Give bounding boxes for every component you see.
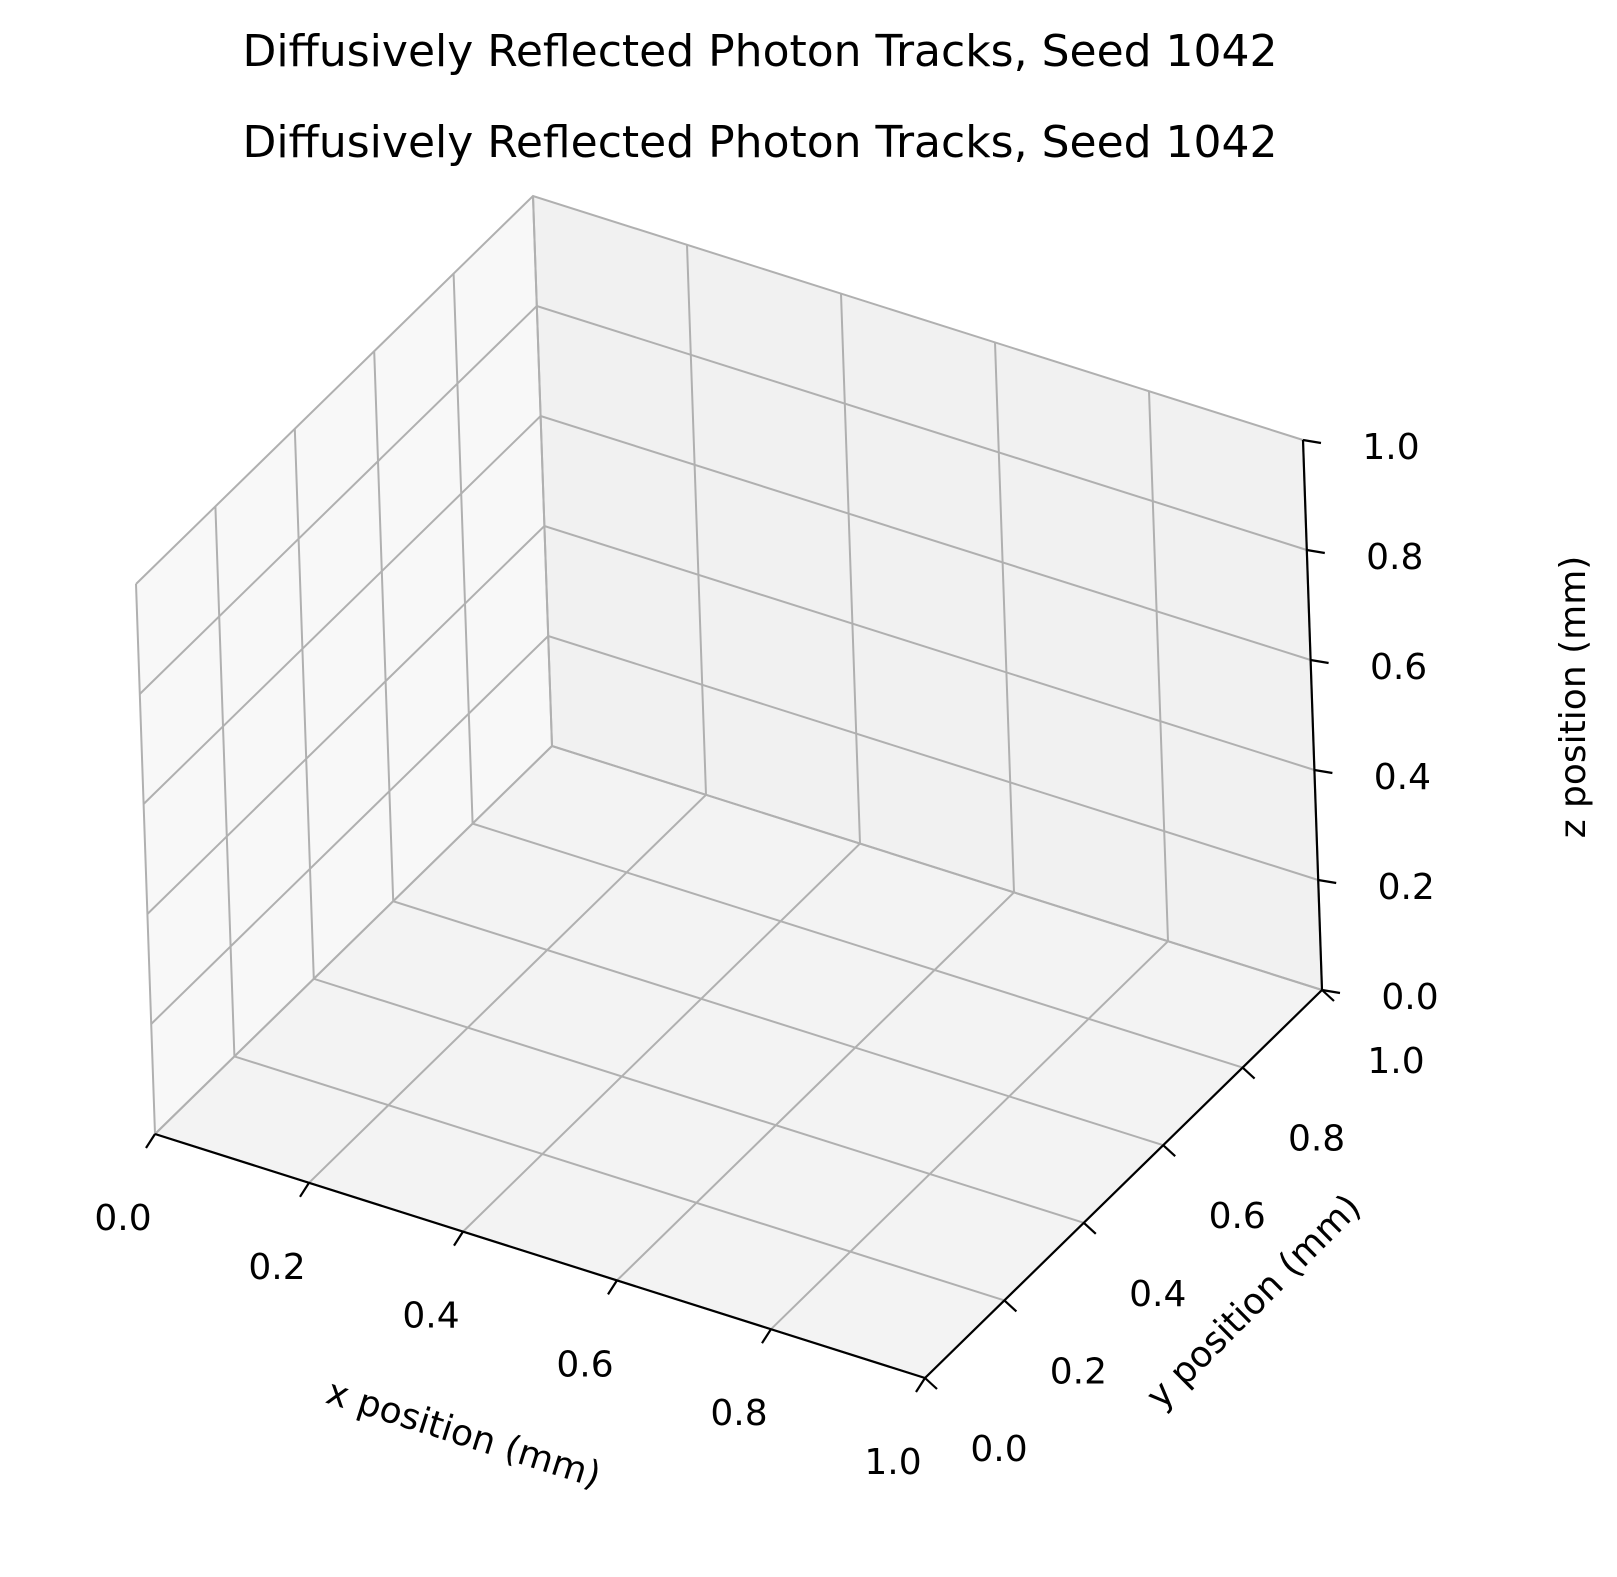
axes-panes: [135, 194, 1323, 1379]
x-tick-mark: [453, 1231, 464, 1247]
x-axis-label: x position (mm): [321, 1372, 605, 1497]
x-tick-mark: [299, 1182, 310, 1198]
z-tick-mark: [1318, 878, 1337, 885]
y-tick-label: 0.2: [1050, 1351, 1107, 1392]
z-tick-mark: [1321, 988, 1341, 995]
z-axis-line: [1301, 439, 1324, 991]
chart-title: Diffusively Reflected Photon Tracks, See…: [242, 26, 1277, 77]
x-tick-mark: [761, 1328, 772, 1344]
y-tick-label: 0.0: [970, 1429, 1027, 1470]
gridline-z: [150, 634, 1319, 1025]
x-tick-label: 0.8: [710, 1393, 767, 1434]
z-tick-label: 0.4: [1374, 757, 1431, 798]
gridline-z: [154, 744, 1323, 1135]
y-tick-label: 0.4: [1129, 1274, 1186, 1315]
y-tick-label: 0.6: [1209, 1196, 1266, 1237]
x-tick-label: 0.6: [556, 1344, 613, 1385]
y-tick-mark: [1003, 1299, 1018, 1313]
z-tick-mark: [1302, 438, 1322, 445]
z-tick-label: 0.2: [1378, 867, 1435, 908]
x-tick-mark: [915, 1377, 926, 1393]
gridline-z: [142, 414, 1311, 805]
gridline-z: [146, 524, 1315, 915]
axes-lines: [154, 439, 1324, 1380]
x-tick-label: 0.0: [94, 1198, 151, 1239]
gridline-z: [139, 304, 1308, 695]
x-tick-mark: [145, 1133, 156, 1149]
z-tick-mark: [1310, 658, 1329, 665]
axes-ticks: 0.0 0.2 0.4 0.6 0.8 1.0 0.0 0.2 0.4 0.6 0.8 1.0 0.0 0…: [94, 427, 1438, 1483]
x-tick-label: 0.2: [248, 1247, 305, 1288]
y-tick-mark: [1241, 1066, 1256, 1080]
y-tick-mark: [1083, 1221, 1097, 1235]
y-axis-line: [924, 989, 1323, 1379]
y-tick-mark: [924, 1377, 938, 1390]
x-tick-label: 1.0: [864, 1442, 921, 1483]
chart-subtitle: Diffusively Reflected Photon Tracks, See…: [242, 117, 1277, 168]
z-tick-label: 1.0: [1362, 427, 1419, 468]
gridline-z: [135, 194, 1304, 585]
x-tick-mark: [607, 1279, 618, 1295]
y-tick-mark: [1162, 1144, 1176, 1158]
y-tick-label: 1.0: [1367, 1041, 1424, 1082]
z-tick-label: 0.0: [1381, 977, 1438, 1018]
z-tick-label: 0.6: [1370, 647, 1427, 688]
z-tick-mark: [1314, 768, 1333, 775]
x-tick-label: 0.4: [402, 1296, 459, 1337]
z-tick-label: 0.8: [1366, 537, 1423, 578]
z-tick-mark: [1306, 548, 1325, 555]
z-axis-label: z position (mm): [1553, 556, 1594, 839]
y-tick-mark: [1321, 989, 1335, 1002]
x-axis-line: [154, 1132, 926, 1380]
y-tick-label: 0.8: [1288, 1119, 1345, 1160]
